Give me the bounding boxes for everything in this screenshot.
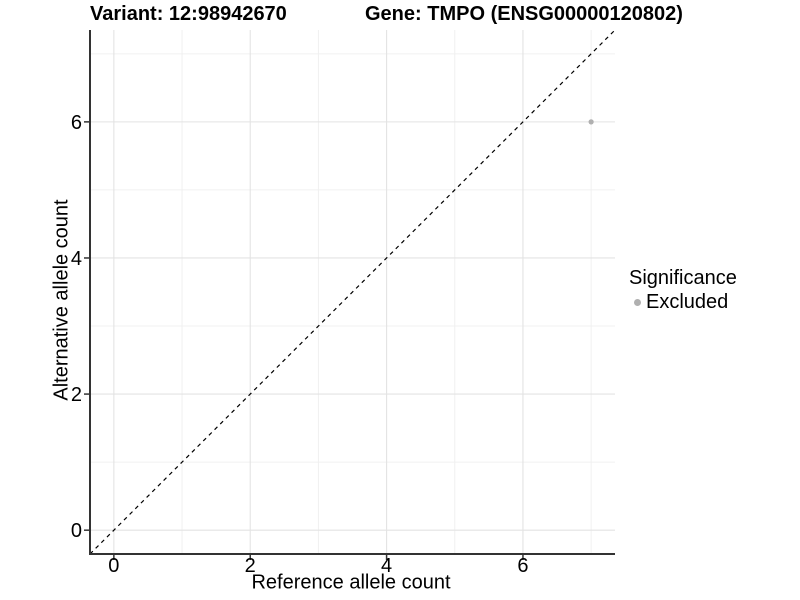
y-axis-title: Alternative allele count xyxy=(50,199,73,401)
legend-point-icon xyxy=(634,298,641,306)
x-tick-label: 0 xyxy=(108,555,119,577)
y-tick-label: 2 xyxy=(71,384,82,406)
x-tick-label: 6 xyxy=(517,555,528,577)
data-point xyxy=(588,119,594,125)
x-tick-label: 2 xyxy=(245,555,256,577)
legend: Significance Excluded xyxy=(629,267,737,314)
gene-title: Gene: TMPO (ENSG00000120802) xyxy=(365,3,683,25)
identity-dashed-line xyxy=(89,29,616,555)
legend-title: Significance xyxy=(629,267,737,289)
variant-title: Variant: 12:98942670 xyxy=(90,3,287,25)
y-tick-label: 6 xyxy=(71,112,82,134)
legend-entry-label: Excluded xyxy=(646,290,729,313)
x-tick-label: 4 xyxy=(381,555,392,577)
y-tick-label: 4 xyxy=(71,248,82,270)
x-axis-title: Reference allele count xyxy=(251,571,451,594)
legend-entry-excluded: Excluded xyxy=(634,290,737,314)
y-tick-label: 0 xyxy=(71,520,82,542)
